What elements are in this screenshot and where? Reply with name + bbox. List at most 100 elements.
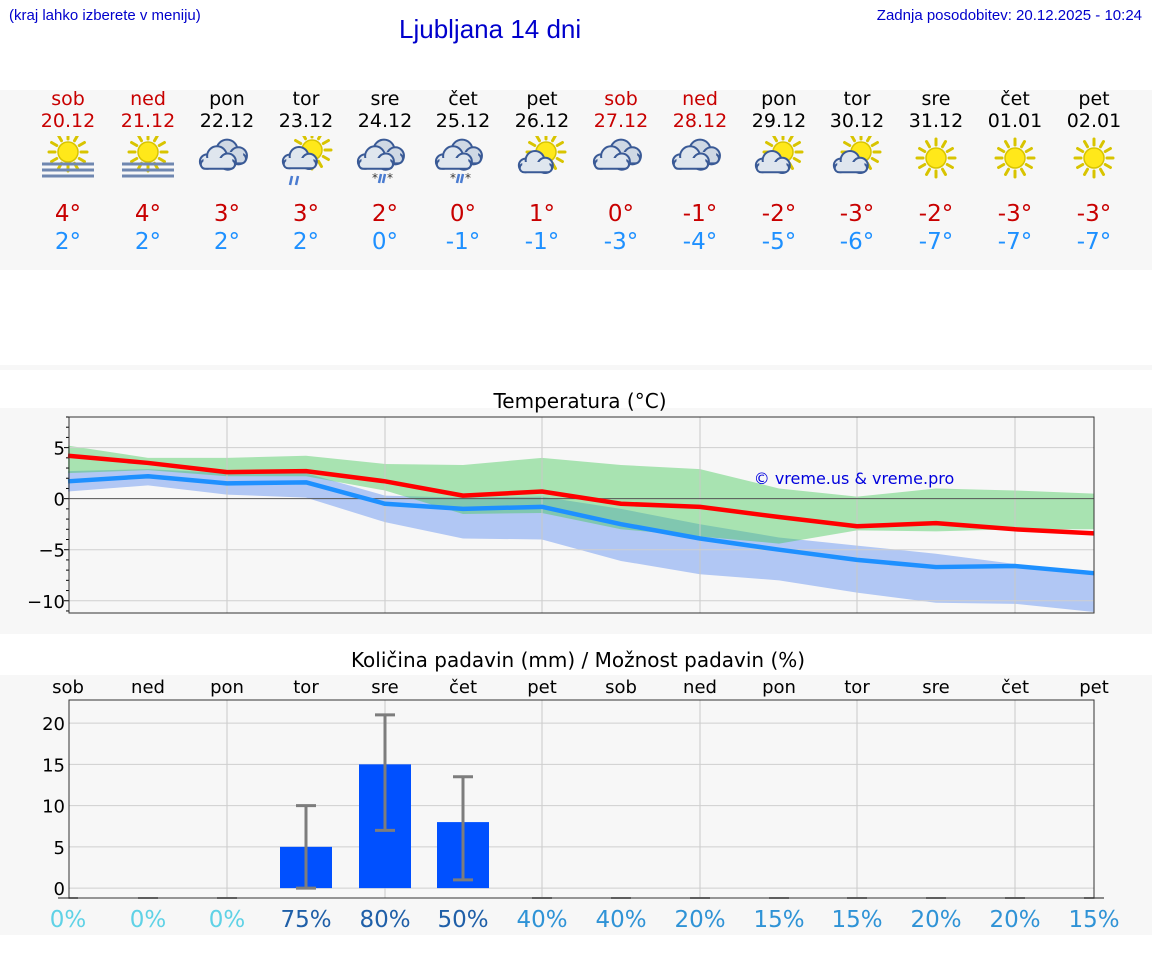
- day-date: 27.12: [593, 110, 649, 132]
- max-temperature: 3°: [213, 201, 241, 227]
- max-temperature: -3°: [1076, 201, 1112, 227]
- max-temperature: -3°: [839, 201, 875, 227]
- precip-chance-label: 0%: [209, 907, 246, 933]
- precip-chance-label: 15%: [753, 907, 804, 933]
- max-temperature: 2°: [371, 201, 399, 227]
- day-column: pet 26.12 1° -1°: [503, 88, 581, 256]
- precip-category-label: pon: [210, 677, 244, 698]
- max-temperature: 0°: [449, 201, 477, 227]
- min-temperature: -7°: [997, 229, 1033, 255]
- day-date: 02.01: [1066, 110, 1122, 132]
- day-date: 21.12: [120, 110, 176, 132]
- day-date: 28.12: [672, 110, 728, 132]
- page-title: Ljubljana 14 dni: [399, 14, 582, 44]
- day-name: pon: [209, 88, 245, 110]
- day-column: pon 22.12 3° 2°: [188, 88, 266, 256]
- min-temperature-range: [68, 469, 1094, 612]
- precip-category-label: sre: [371, 677, 398, 698]
- precip-ytick-label: 0: [54, 879, 65, 900]
- day-date: 20.12: [40, 110, 96, 132]
- sun-icon: [994, 137, 1036, 179]
- day-name: tor: [843, 88, 871, 110]
- precip-category-label: tor: [293, 677, 319, 698]
- day-column: ned 28.12 -1° -4°: [661, 88, 739, 256]
- day-name: tor: [292, 88, 320, 110]
- day-date: 22.12: [199, 110, 255, 132]
- precip-plot-area: [69, 700, 1094, 898]
- max-temperature: -2°: [761, 201, 797, 227]
- precip-chance-label: 20%: [910, 907, 961, 933]
- min-temperature: -1°: [524, 229, 560, 255]
- sun-icon: [1073, 137, 1115, 179]
- precip-category-label: pet: [527, 677, 557, 698]
- day-column: sre 31.12 -2° -7°: [897, 88, 975, 256]
- day-column: tor 23.12 3° 2°: [267, 88, 345, 256]
- max-temperature: -3°: [997, 201, 1033, 227]
- cloud-rain-snow-icon: * *: [434, 138, 483, 185]
- precip-chance-label: 40%: [516, 907, 567, 933]
- sun-fog-icon: [42, 136, 94, 178]
- day-date: 23.12: [278, 110, 334, 132]
- min-temperature: 2°: [134, 229, 162, 255]
- precip-chance-label: 20%: [674, 907, 725, 933]
- day-column: sre 24.12 * * 2° 0°: [346, 88, 424, 256]
- temperature-chart-title: Temperatura (°C): [492, 389, 666, 413]
- forecast-band: [0, 90, 1152, 270]
- min-temperature: 2°: [54, 229, 82, 255]
- min-temperature: 2°: [213, 229, 241, 255]
- precip-chance-label: 80%: [359, 907, 410, 933]
- day-forecast-row: sob 20.12 4° 2° ned 21.12 4° 2° pon 22.12 3° 2° tor 2…: [0, 88, 1152, 256]
- temperature-plot-frame: [68, 416, 1095, 614]
- max-temperature: 4°: [54, 201, 82, 227]
- cloudy-icon: [198, 138, 248, 171]
- precip-category-label: sob: [605, 677, 637, 698]
- cloud-rain-snow-icon: * *: [356, 138, 405, 185]
- day-column: ned 21.12 4° 2°: [109, 88, 187, 256]
- day-name: sob: [51, 88, 85, 110]
- day-name: sre: [370, 88, 400, 110]
- day-date: 30.12: [829, 110, 885, 132]
- cloudy-icon: [592, 138, 642, 171]
- day-column: pet 02.01 -3° -7°: [1055, 88, 1133, 256]
- day-date: 31.12: [908, 110, 964, 132]
- svg-text:*: *: [387, 171, 393, 185]
- day-name: sob: [604, 88, 638, 110]
- sun-cloud-icon: [517, 136, 567, 175]
- precip-ytick-label: 10: [42, 797, 65, 818]
- svg-text:*: *: [372, 171, 378, 185]
- precip-category-label: čet: [1001, 677, 1029, 698]
- precip-category-label: čet: [449, 677, 477, 698]
- min-temperature: -4°: [682, 229, 718, 255]
- precip-ytick-label: 5: [54, 838, 65, 859]
- sun-fog-icon: [122, 136, 174, 178]
- max-temperature: -2°: [918, 201, 954, 227]
- min-temperature: -7°: [918, 229, 954, 255]
- precip-chance-label: 20%: [989, 907, 1040, 933]
- temperature-ytick-label: 5: [54, 439, 65, 460]
- temperature-ytick-label: −5: [38, 541, 65, 562]
- day-name: pet: [526, 88, 558, 110]
- last-updated: Zadnja posodobitev: 20.12.2025 - 10:24: [876, 7, 1142, 24]
- temperature-chart: Temperatura (°C) 5 0 −5 −10 © vreme.us & vrem…: [27, 389, 1095, 614]
- day-date: 24.12: [357, 110, 413, 132]
- day-name: pet: [1078, 88, 1110, 110]
- precip-chance-label: 40%: [595, 907, 646, 933]
- precip-category-label: ned: [683, 677, 717, 698]
- max-temperature: 3°: [292, 201, 320, 227]
- precip-chance-label: 0%: [130, 907, 167, 933]
- day-date: 25.12: [435, 110, 491, 132]
- cloudy-icon: [671, 138, 721, 171]
- min-temperature: -6°: [839, 229, 875, 255]
- location-menu-hint: (kraj lahko izberete v meniju): [9, 7, 201, 24]
- precip-category-label: sob: [52, 677, 84, 698]
- min-temperature: -1°: [445, 229, 481, 255]
- precip-chance-label: 50%: [437, 907, 488, 933]
- min-temperature-line: [67, 473, 1095, 576]
- max-temperature-line: [67, 453, 1095, 536]
- precip-category-label: sre: [922, 677, 949, 698]
- day-name: ned: [130, 88, 166, 110]
- precip-category-label: pet: [1079, 677, 1109, 698]
- precip-chart-title: Količina padavin (mm) / Možnost padavin …: [351, 648, 805, 672]
- day-column: sob 20.12 4° 2°: [29, 88, 107, 256]
- day-date: 26.12: [514, 110, 570, 132]
